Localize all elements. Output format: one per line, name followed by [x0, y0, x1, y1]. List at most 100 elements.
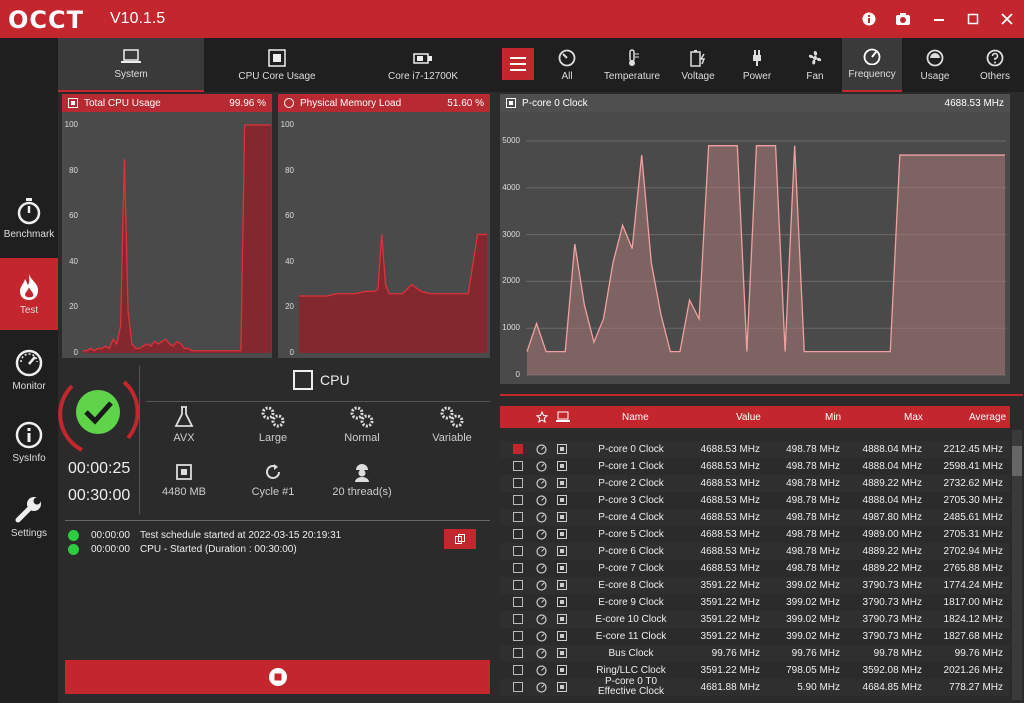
table-row[interactable]: E-core 11 Clock 3591.22 MHz 399.02 MHz 3790…: [500, 628, 1010, 645]
table-row[interactable]: E-core 8 Clock 3591.22 MHz 399.02 MHz 3790.…: [500, 577, 1010, 594]
col-average[interactable]: Average: [969, 412, 1007, 423]
tab-system[interactable]: System: [58, 38, 204, 92]
sensor-min: 99.76 MHz: [791, 648, 840, 659]
gauge-icon: [536, 665, 547, 676]
table-row[interactable]: Bus Clock 99.76 MHz 99.76 MHz 99.78 MHz 99.7…: [500, 645, 1010, 662]
row-checkbox[interactable]: [513, 648, 523, 658]
col-min[interactable]: Min: [825, 412, 842, 423]
series-line: [526, 145, 1005, 353]
row-checkbox[interactable]: [513, 461, 523, 471]
tab-cpu-core-usage[interactable]: CPU Core Usage: [204, 38, 350, 92]
close-icon[interactable]: [996, 8, 1018, 30]
y-tick-label: 4000: [502, 182, 520, 192]
tab-label: Temperature: [603, 71, 661, 82]
star-icon[interactable]: [536, 411, 548, 423]
wrench-icon: [15, 496, 41, 522]
splitter[interactable]: [500, 394, 1023, 396]
row-checkbox[interactable]: [513, 546, 523, 556]
row-checkbox[interactable]: [513, 512, 523, 522]
sidebar-item-benchmark[interactable]: Benchmark: [0, 182, 58, 254]
tab-all[interactable]: All: [537, 38, 597, 92]
sidebar-item-settings[interactable]: Settings: [0, 480, 58, 552]
tab-others[interactable]: Others: [965, 38, 1024, 92]
cpu-checkbox[interactable]: [293, 370, 313, 390]
row-checkbox[interactable]: [513, 478, 523, 488]
table-row[interactable]: E-core 9 Clock 3591.22 MHz 399.02 MHz 3790.…: [500, 594, 1010, 611]
row-checkbox[interactable]: [513, 580, 523, 590]
scrollbar[interactable]: [1012, 430, 1022, 700]
row-checkbox[interactable]: [513, 682, 523, 692]
col-max[interactable]: Max: [904, 412, 923, 423]
col-value[interactable]: Value: [736, 412, 761, 423]
table-row[interactable]: P-core 3 Clock 4688.53 MHz 498.78 MHz 4888.…: [500, 492, 1010, 509]
row-checkbox[interactable]: [513, 563, 523, 573]
chip-icon: [557, 529, 567, 539]
sensor-min: 498.78 MHz: [786, 563, 840, 574]
row-checkbox[interactable]: [513, 665, 523, 675]
sensor-max: 3790.73 MHz: [862, 614, 922, 625]
table-header: Name Value Min Max Average: [500, 406, 1010, 428]
stopwatch-icon: [17, 197, 41, 224]
sensor-average: 778.27 MHz: [949, 682, 1003, 693]
table-row[interactable]: P-core 0 T0 Effective Clock 4681.88 MHz 5.…: [500, 677, 1010, 697]
row-checkbox[interactable]: [513, 631, 523, 641]
tab-usage[interactable]: Usage: [905, 38, 965, 92]
copy-log-button[interactable]: [444, 529, 476, 549]
table-row[interactable]: Ring/LLC Clock 3591.22 MHz 798.05 MHz 3592.…: [500, 662, 1010, 679]
row-checkbox[interactable]: [513, 444, 523, 454]
sensor-average: 2705.31 MHz: [943, 529, 1003, 540]
gauge-icon: [536, 512, 547, 523]
stop-test-button[interactable]: [65, 660, 490, 694]
maximize-icon[interactable]: [962, 8, 984, 30]
series-area: [83, 125, 271, 353]
tab-voltage[interactable]: Voltage: [667, 38, 729, 92]
sensor-max: 3790.73 MHz: [862, 631, 922, 642]
sensor-name: P-core 4 Clock: [598, 512, 664, 523]
table-row[interactable]: P-core 4 Clock 4688.53 MHz 498.78 MHz 4987.…: [500, 509, 1010, 526]
question-icon: [284, 98, 294, 108]
col-name[interactable]: Name: [622, 412, 649, 423]
sensor-value: 4688.53 MHz: [700, 563, 760, 574]
sidebar-item-test[interactable]: Test: [0, 258, 58, 330]
sensor-value: 4681.88 MHz: [700, 682, 760, 693]
sidebar-item-label: Settings: [10, 527, 48, 539]
tab-power[interactable]: Power: [729, 38, 785, 92]
table-row[interactable]: P-core 5 Clock 4688.53 MHz 498.78 MHz 4989.…: [500, 526, 1010, 543]
table-row[interactable]: P-core 0 Clock 4688.53 MHz 498.78 MHz 4888.…: [500, 441, 1010, 458]
row-checkbox[interactable]: [513, 529, 523, 539]
sensor-min: 5.90 MHz: [797, 682, 840, 693]
menu-button[interactable]: [502, 48, 534, 80]
sidebar-item-monitor[interactable]: Monitor: [0, 334, 58, 406]
sensor-average: 1774.24 MHz: [943, 580, 1003, 591]
sensor-name: P-core 2 Clock: [598, 478, 664, 489]
success-icon: [68, 544, 79, 555]
tab-fan[interactable]: Fan: [785, 38, 845, 92]
dial-icon: [558, 49, 576, 67]
table-row[interactable]: P-core 2 Clock 4688.53 MHz 498.78 MHz 4889.…: [500, 475, 1010, 492]
sensor-value: 99.76 MHz: [711, 648, 760, 659]
table-row[interactable]: P-core 7 Clock 4688.53 MHz 498.78 MHz 4889.…: [500, 560, 1010, 577]
row-checkbox[interactable]: [513, 495, 523, 505]
info-icon[interactable]: [858, 8, 880, 30]
chip-icon: [557, 512, 567, 522]
table-row[interactable]: P-core 1 Clock 4688.53 MHz 498.78 MHz 4888.…: [500, 458, 1010, 475]
camera-icon[interactable]: [892, 8, 914, 30]
gauge-icon: [536, 563, 547, 574]
gears-icon: [261, 406, 285, 428]
sidebar-item-label: Monitor: [12, 380, 46, 392]
check-icon: [76, 390, 120, 434]
sidebar-item-sysinfo[interactable]: SysInfo: [0, 406, 58, 478]
thermometer-icon: [629, 49, 639, 66]
tab-temperature[interactable]: Temperature: [597, 38, 667, 92]
minimize-icon[interactable]: [928, 8, 950, 30]
laptop-icon[interactable]: [556, 411, 570, 423]
y-tick-label: 2000: [502, 276, 520, 286]
frequency-chart: [526, 140, 1006, 376]
tab-core-i7[interactable]: Core i7-12700K: [350, 38, 496, 92]
row-checkbox[interactable]: [513, 597, 523, 607]
row-checkbox[interactable]: [513, 614, 523, 624]
tab-frequency[interactable]: Frequency: [842, 38, 902, 92]
table-row[interactable]: E-core 10 Clock 3591.22 MHz 399.02 MHz 3790…: [500, 611, 1010, 628]
table-row[interactable]: P-core 6 Clock 4688.53 MHz 498.78 MHz 4889.…: [500, 543, 1010, 560]
sensor-average: 2021.26 MHz: [943, 665, 1003, 676]
